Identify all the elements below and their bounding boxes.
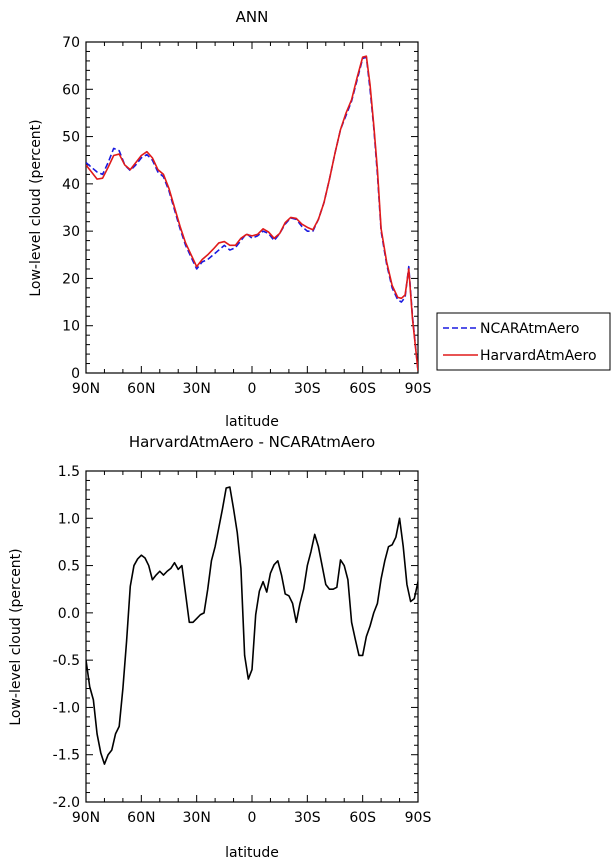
x-tick-label: 90N [72, 381, 100, 397]
x-tick-label: 30N [183, 381, 211, 397]
plot-frame-0 [85, 41, 419, 374]
plot-frame-1 [85, 470, 419, 803]
legend-label-harvard: HarvardAtmAero [480, 348, 597, 364]
y-tick-label: 60 [62, 82, 80, 98]
y-tick-label: 40 [62, 177, 80, 193]
series-line-harvardatmaero [86, 55, 418, 371]
top-chart-xlabel: latitude [225, 414, 279, 430]
y-tick-label: 1.0 [58, 511, 80, 527]
y-tick-label: 20 [62, 271, 80, 287]
y-tick-label: -0.5 [53, 653, 80, 669]
y-tick-label: -2.0 [53, 795, 80, 811]
x-tick-label: 30S [294, 381, 321, 397]
series-line-ncaratmaero [86, 56, 418, 371]
y-tick-label: 0.5 [58, 559, 80, 575]
x-tick-label: 30N [183, 810, 211, 826]
legend: NCARAtmAero HarvardAtmAero [436, 312, 611, 371]
bottom-chart-title: HarvardAtmAero - NCARAtmAero [129, 433, 375, 451]
top-chart-ylabel: Low-level cloud (percent) [28, 119, 44, 296]
y-tick-label: -1.0 [53, 700, 80, 716]
y-tick-label: 0 [71, 366, 80, 382]
bottom-plot-area: 90N 60N 30N 0 30S 60S 90S -2.0 -1.5 -1.0 -0.5 0.0 0.… [53, 464, 432, 826]
x-tick-label: 60S [349, 810, 376, 826]
y-tick-label: 1.5 [58, 464, 80, 480]
x-tick-label: 90S [405, 810, 432, 826]
x-tick-label: 90S [405, 381, 432, 397]
x-tick-label: 0 [248, 810, 257, 826]
top-plot-area: 90N 60N 30N 0 30S 60S 90S 0 10 20 30 40 50 60 70 [62, 35, 431, 397]
y-tick-label: 0.0 [58, 606, 80, 622]
bottom-chart-ylabel: Low-level cloud (percent) [8, 548, 24, 725]
bottom-chart-xlabel: latitude [225, 845, 279, 861]
y-tick-label: 70 [62, 35, 80, 51]
legend-box [436, 312, 611, 371]
x-tick-label: 30S [294, 810, 321, 826]
x-tick-label: 60N [127, 381, 155, 397]
y-tick-label: 10 [62, 319, 80, 335]
x-tick-label: 60N [127, 810, 155, 826]
series-line-difference [86, 486, 418, 765]
x-tick-label: 0 [248, 381, 257, 397]
x-tick-label: 90N [72, 810, 100, 826]
top-chart-title: ANN [236, 8, 269, 26]
x-tick-label: 60S [349, 381, 376, 397]
y-tick-label: 50 [62, 130, 80, 146]
legend-label-ncar: NCARAtmAero [480, 321, 579, 337]
y-tick-label: 30 [62, 224, 80, 240]
y-tick-label: -1.5 [53, 748, 80, 764]
